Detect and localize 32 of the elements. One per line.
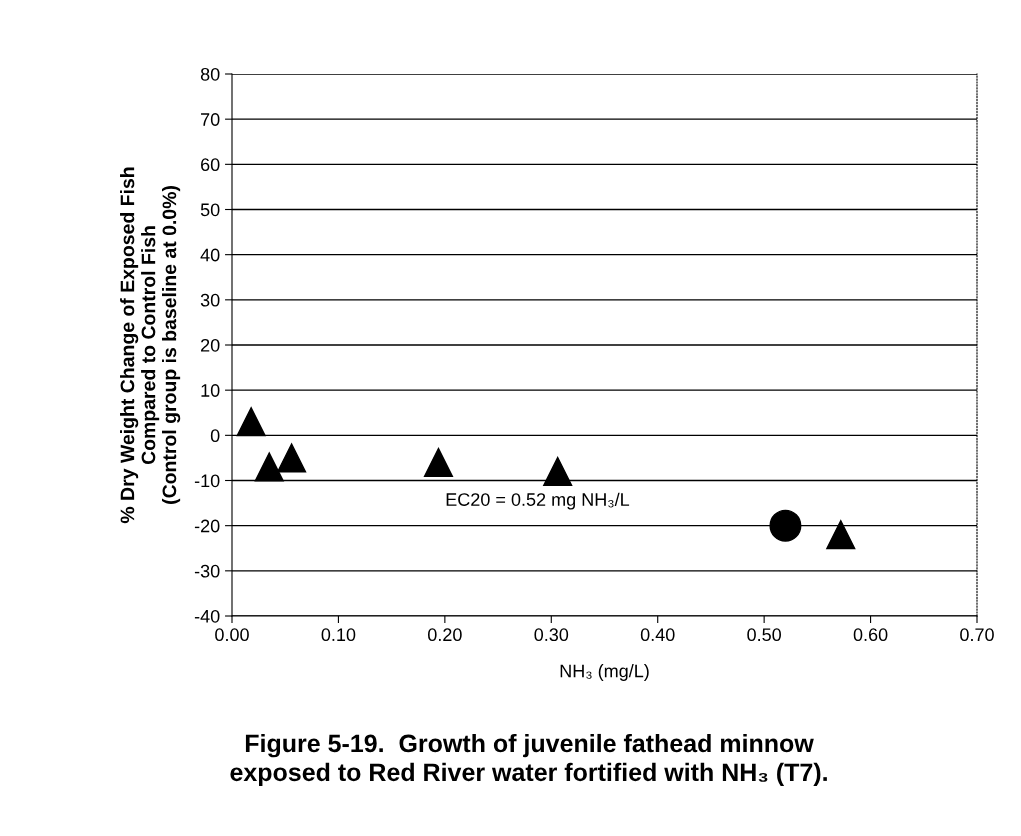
y-tick-label: -40 <box>194 609 220 623</box>
x-tick-label: 0.30 <box>534 628 569 642</box>
x-tick-label: 0.70 <box>960 628 994 642</box>
y-tick-label: 50 <box>200 203 220 217</box>
y-tick-label: 20 <box>201 338 220 352</box>
x-tick-label: 0.50 <box>747 628 782 642</box>
point <box>769 509 802 542</box>
text: Figure 5-19. Growth of juvenile fathead minnow exposed to Red River water fortified with NH₃ (T7). <box>230 733 827 787</box>
point <box>277 443 307 473</box>
point <box>423 447 454 478</box>
x-tick-label: 0.60 <box>853 628 888 642</box>
y-tick-label: -30 <box>194 564 220 578</box>
y-tick-label: 0 <box>210 429 220 443</box>
point <box>254 452 284 482</box>
x-tick-label: 0.40 <box>640 628 675 642</box>
y-tick-label: 30 <box>200 293 220 307</box>
x-tick-label: 0.10 <box>321 628 356 642</box>
y-tick-label: 10 <box>201 384 220 397</box>
x-tick-label: 0.00 <box>215 628 249 642</box>
annotation: EC20 = 0.52 mg NH₃/L <box>446 492 630 510</box>
x-axis-title: NH₃ (mg/L) <box>560 664 649 681</box>
point <box>826 520 856 550</box>
y-axis-title: % Dry Weight Change of Exposed Fish Compared to Control Fish (Control group is baseline at 0.0%) <box>120 167 181 524</box>
x-tick-label: 0.20 <box>427 628 462 642</box>
y-tick-label: 80 <box>200 67 220 81</box>
y-tick-label: -10 <box>194 474 220 488</box>
y-tick-label: 70 <box>201 113 220 126</box>
point <box>543 456 573 487</box>
point <box>236 407 266 437</box>
y-tick-label: 60 <box>201 158 220 172</box>
y-tick-label: 40 <box>200 248 220 262</box>
y-tick-label: -20 <box>194 519 220 533</box>
